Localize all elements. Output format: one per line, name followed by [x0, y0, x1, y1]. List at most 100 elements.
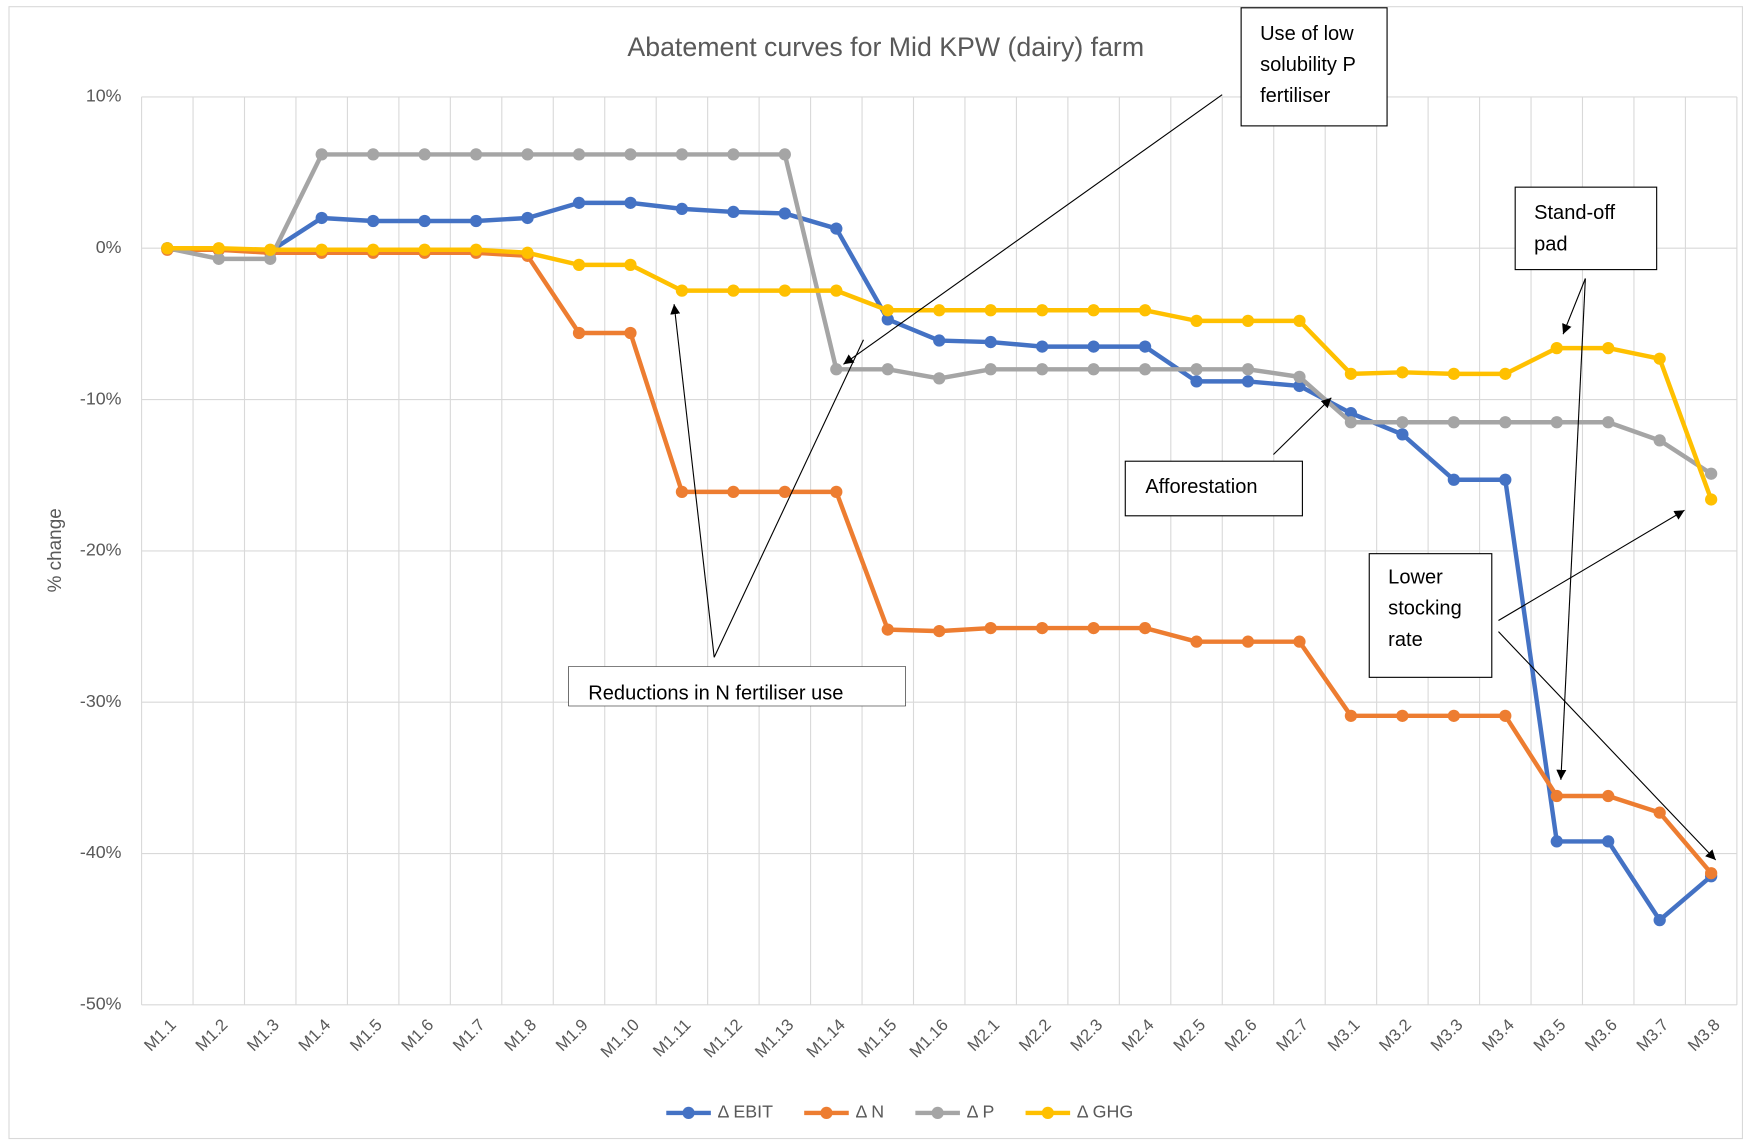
data-point: [675, 284, 689, 297]
data-point: [1138, 304, 1152, 317]
data-point: [624, 148, 637, 161]
data-point: [675, 148, 689, 161]
data-point: [1087, 340, 1100, 353]
data-point: [469, 148, 483, 161]
legend-marker: [1041, 1106, 1054, 1120]
data-point: [675, 485, 689, 499]
data-point: [1653, 352, 1666, 365]
data-point: [933, 304, 946, 317]
data-point: [1138, 363, 1152, 376]
annotation-text: pad: [1534, 233, 1567, 255]
legend-label: Δ N: [855, 1102, 884, 1122]
data-point: [727, 485, 740, 499]
data-point: [933, 372, 946, 385]
annotation-arrow: [1273, 397, 1332, 455]
annotation: Afforestation: [1124, 460, 1303, 517]
data-point: [1705, 867, 1718, 880]
data-point: [881, 623, 894, 636]
data-point: [469, 214, 483, 228]
annotation-text: Stand-off: [1534, 202, 1615, 224]
data-point: [1653, 806, 1666, 819]
data-point: [1447, 367, 1460, 380]
data-point: [521, 246, 534, 259]
data-point: [1447, 709, 1460, 722]
data-point: [984, 363, 997, 376]
data-point: [624, 196, 637, 209]
annotation-text: Afforestation: [1145, 476, 1257, 498]
legend-label: Δ EBIT: [718, 1102, 774, 1122]
data-point: [778, 207, 791, 220]
annotation: Use of low solubility P fertiliser: [1240, 7, 1388, 127]
annotation-text: Reductions in N fertiliser use: [588, 682, 843, 704]
data-point: [521, 148, 534, 161]
data-point: [1550, 416, 1563, 429]
data-point: [675, 202, 689, 216]
data-point: [624, 326, 637, 340]
data-point: [1241, 363, 1255, 376]
data-point: [212, 252, 225, 265]
data-point: [1344, 416, 1358, 429]
data-point: [1190, 363, 1203, 376]
y-tick-label: -50%: [80, 994, 122, 1014]
data-point: [315, 211, 328, 225]
data-point: [1190, 635, 1203, 648]
annotation-arrow: [1556, 278, 1586, 780]
data-point: [418, 214, 431, 228]
data-point: [572, 196, 586, 209]
data-point: [1344, 367, 1358, 380]
annotation-box: [568, 666, 906, 707]
annotation-box: [1240, 7, 1388, 127]
data-point: [315, 243, 328, 256]
data-point: [572, 326, 586, 340]
data-point: [881, 304, 894, 317]
data-point: [830, 485, 843, 499]
data-point: [984, 304, 997, 317]
y-tick-label: -40%: [80, 842, 122, 862]
annotation-text: Use of low: [1260, 23, 1354, 45]
data-point: [1396, 366, 1409, 379]
data-point: [1550, 789, 1563, 803]
data-point: [1190, 375, 1203, 388]
data-point: [572, 258, 586, 272]
legend-marker: [931, 1106, 944, 1120]
data-point: [1447, 416, 1460, 429]
data-point: [418, 243, 431, 256]
annotation: Stand-off pad: [1514, 186, 1658, 271]
data-point: [1499, 416, 1512, 429]
data-point: [1036, 363, 1049, 376]
data-point: [1241, 635, 1255, 648]
y-tick-label: 0%: [96, 237, 122, 257]
data-point: [1036, 304, 1049, 317]
data-point: [1344, 407, 1358, 420]
data-point: [1293, 635, 1306, 648]
legend-marker: [682, 1106, 695, 1120]
annotation-text: solubility P: [1260, 54, 1356, 76]
data-point: [624, 258, 637, 272]
data-point: [727, 205, 740, 219]
data-point: [1602, 416, 1615, 429]
data-point: [830, 284, 843, 297]
data-point: [727, 284, 740, 297]
data-point: [933, 624, 946, 638]
data-point: [1550, 341, 1563, 355]
data-point: [264, 252, 277, 265]
data-point: [1087, 621, 1100, 635]
annotation: Lower stocking rate: [1368, 553, 1493, 678]
annotation-text: rate: [1388, 629, 1423, 651]
data-point: [778, 284, 791, 297]
data-point: [1653, 913, 1666, 927]
annotation-box: [1124, 460, 1303, 517]
annotation-arrow: [1562, 278, 1586, 335]
data-point: [367, 214, 380, 228]
y-tick-label: -20%: [80, 540, 122, 560]
data-point: [1447, 473, 1460, 486]
annotation-box: [1368, 553, 1493, 678]
data-point: [1036, 621, 1049, 635]
y-tick-label: 10%: [86, 86, 122, 106]
annotation-box: [1514, 186, 1658, 271]
data-point: [830, 363, 843, 376]
annotation-text: stocking: [1388, 598, 1462, 620]
data-point: [1138, 621, 1152, 635]
legend-marker: [820, 1106, 833, 1120]
